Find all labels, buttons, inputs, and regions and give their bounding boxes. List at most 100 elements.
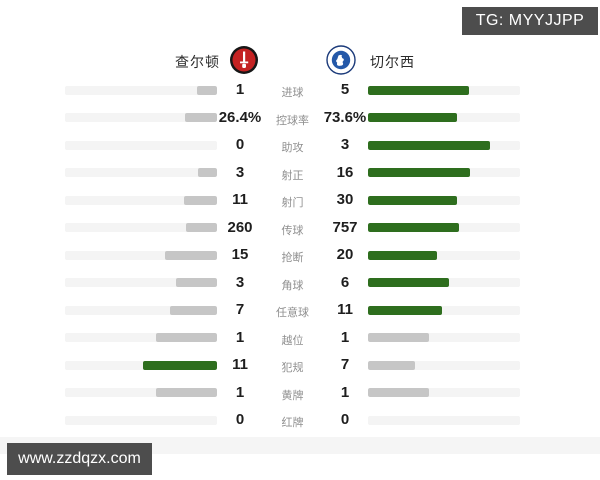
- away-stat-value: 20: [336, 246, 354, 263]
- away-team-name: 切尔西: [370, 54, 415, 70]
- away-stat-bar: [368, 415, 520, 425]
- away-stat-bar: [368, 140, 520, 150]
- home-stat-bar: [65, 195, 217, 205]
- home-stat-bar-fill: [196, 85, 217, 95]
- stat-row: 11 犯规 7: [0, 351, 600, 379]
- home-stat-bar: [65, 85, 217, 95]
- stat-label: 抢断: [281, 252, 304, 264]
- home-stat-bar-fill: [164, 250, 217, 260]
- away-stat-bar: [368, 250, 520, 260]
- home-stat-bar-fill: [169, 305, 217, 315]
- home-stat-value: 11: [232, 191, 248, 208]
- home-stat-bar-fill: [197, 168, 217, 177]
- away-stat-bar: [368, 333, 520, 342]
- stat-row: 0 助攻 3: [0, 131, 600, 159]
- home-stat-value: 1: [235, 383, 245, 401]
- away-stat-value: 1: [340, 328, 350, 346]
- home-stat-bar: [65, 113, 217, 122]
- stat-label: 控球率: [276, 114, 309, 127]
- away-stat-bar-fill: [368, 305, 443, 315]
- stat-row: 1 黄牌 1: [0, 379, 600, 407]
- stat-label: 犯规: [281, 362, 304, 374]
- match-header: 查尔顿 切尔西: [0, 44, 600, 76]
- home-stat-bar-fill: [176, 278, 217, 287]
- home-stat-bar: [65, 140, 217, 150]
- home-stat-bar-fill: [156, 333, 217, 342]
- stat-label: 越位: [281, 334, 304, 347]
- away-stat-bar-fill: [368, 278, 450, 287]
- away-stat-bar-fill: [368, 223, 459, 232]
- stat-row: 11 射门 30: [0, 186, 600, 214]
- away-stat-bar: [368, 223, 520, 232]
- away-stat-value: 11: [337, 301, 353, 318]
- home-stat-bar-fill: [156, 388, 217, 397]
- away-stat-bar-fill: [368, 333, 429, 342]
- away-stat-value: 7: [340, 356, 350, 373]
- away-stat-bar: [368, 388, 520, 397]
- stat-label: 进球: [281, 87, 304, 99]
- stat-row: 1 越位 1: [0, 324, 600, 352]
- home-stat-value: 26.4%: [218, 108, 262, 126]
- away-stat-value: 30: [336, 191, 354, 208]
- home-stat-bar: [65, 250, 217, 260]
- stat-label: 任意球: [276, 307, 309, 319]
- home-stat-bar: [65, 278, 217, 287]
- away-stat-bar-fill: [368, 195, 457, 205]
- away-stat-value: 73.6%: [323, 108, 367, 126]
- stat-label: 射门: [281, 197, 304, 209]
- away-stat-value: 16: [336, 163, 354, 181]
- home-stat-value: 260: [227, 218, 253, 236]
- stats-rows: 1 进球 5 26.4% 控球率 73.6% 0 助攻 3 3 射正 16: [0, 76, 600, 434]
- away-team-badge: [326, 45, 356, 75]
- away-stat-bar: [368, 85, 520, 95]
- home-stat-bar: [65, 333, 217, 342]
- away-stat-bar-fill: [368, 388, 429, 397]
- stat-row: 26.4% 控球率 73.6%: [0, 104, 600, 132]
- home-stat-value: 3: [235, 273, 245, 291]
- home-stat-bar: [65, 305, 217, 315]
- home-stat-bar: [65, 360, 217, 370]
- home-team-name: 查尔顿: [175, 54, 220, 70]
- away-stat-bar: [368, 113, 520, 122]
- home-stat-value: 11: [232, 356, 248, 373]
- away-stat-value: 757: [332, 218, 358, 236]
- home-stat-value: 1: [235, 328, 245, 346]
- away-stat-bar: [368, 278, 520, 287]
- home-stat-bar: [65, 168, 217, 177]
- stat-label: 射正: [281, 169, 304, 182]
- away-stat-value: 0: [340, 411, 350, 428]
- stat-label: 黄牌: [281, 389, 304, 402]
- away-stat-bar-fill: [368, 360, 416, 370]
- away-stat-bar-fill: [368, 113, 458, 122]
- stat-label: 红牌: [281, 417, 304, 429]
- away-stat-bar-fill: [368, 85, 470, 95]
- stat-label: 角球: [281, 279, 304, 292]
- away-stat-bar: [368, 305, 520, 315]
- away-stat-value: 6: [340, 273, 350, 291]
- home-stat-bar: [65, 415, 217, 425]
- away-stat-value: 5: [340, 81, 350, 98]
- away-stat-value: 1: [340, 383, 350, 401]
- stat-label: 助攻: [281, 142, 304, 154]
- home-stat-bar: [65, 388, 217, 397]
- away-stat-bar-fill: [368, 168, 471, 177]
- home-stat-value: 7: [235, 301, 245, 318]
- away-stat-bar: [368, 168, 520, 177]
- home-stat-value: 3: [235, 163, 245, 181]
- home-stat-bar-fill: [142, 360, 217, 370]
- away-stat-bar: [368, 195, 520, 205]
- stat-label: 传球: [281, 224, 304, 237]
- away-stat-value: 3: [340, 136, 350, 153]
- stat-row: 3 射正 16: [0, 159, 600, 187]
- stat-row: 0 红牌 0: [0, 406, 600, 434]
- watermark-telegram: TG: MYYJJPP: [462, 7, 598, 35]
- away-stat-bar: [368, 360, 520, 370]
- home-stat-value: 0: [235, 136, 245, 153]
- stat-row: 15 抢断 20: [0, 241, 600, 269]
- away-stat-bar-fill: [368, 140, 490, 150]
- stat-row: 3 角球 6: [0, 269, 600, 297]
- home-stat-bar-fill: [184, 113, 217, 122]
- stat-row: 7 任意球 11: [0, 296, 600, 324]
- home-stat-bar: [65, 223, 217, 232]
